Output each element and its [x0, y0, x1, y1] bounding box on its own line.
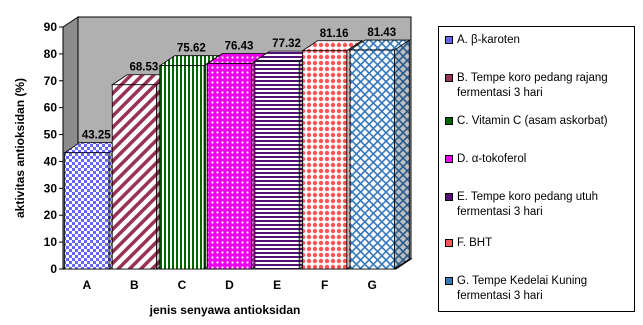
- bar-front-face: [254, 60, 300, 270]
- data-label: 43.25: [82, 130, 111, 142]
- legend-label: C. Vitamin C (asam askorbat): [457, 115, 608, 127]
- legend-label: B. Tempe koro pedang rajang fermentasi 3…: [457, 72, 608, 99]
- legend-item: F. BHT: [445, 236, 631, 251]
- data-label: 77.32: [272, 38, 301, 50]
- data-label: 75.62: [177, 43, 206, 55]
- legend-swatch: [445, 117, 453, 125]
- y-axis-title: aktivitas antioksidan (%): [13, 78, 27, 218]
- legend-item: E. Tempe koro pedang utuh fermentasi 3 h…: [445, 190, 631, 220]
- legend-swatch: [445, 239, 453, 247]
- x-tick-label: G: [368, 278, 377, 292]
- legend-label: G. Tempe Kedelai Kuning fermentasi 3 har…: [457, 275, 588, 302]
- legend-swatch: [445, 36, 453, 44]
- data-label: 68.53: [129, 62, 158, 74]
- legend-item: C. Vitamin C (asam askorbat): [445, 114, 631, 129]
- legend-item: B. Tempe koro pedang rajang fermentasi 3…: [445, 71, 631, 101]
- x-tick-label: E: [273, 278, 281, 292]
- chart-plot: 0 10 20 30 40 50 60 70 80 90 43.25 A 68.53 B 75.62 C 76…: [13, 16, 413, 317]
- legend-item: D. α-tokoferol: [445, 152, 631, 167]
- legend-label: A. β-karoten: [457, 34, 520, 46]
- data-label: 76.43: [225, 40, 254, 52]
- legend-swatch: [445, 277, 453, 285]
- y-tick-label: 0: [50, 262, 57, 276]
- y-tick-label: 60: [44, 101, 58, 115]
- legend-swatch: [445, 74, 453, 82]
- bar-G: [348, 39, 411, 270]
- x-tick-label: D: [225, 278, 234, 292]
- x-axis-title: jenis senyawa antioksidan: [149, 303, 301, 317]
- x-tick-label: F: [321, 278, 328, 292]
- y-tick-label: 30: [44, 181, 58, 195]
- bar-front-face: [64, 152, 110, 270]
- data-label: 81.43: [367, 27, 396, 39]
- y-tick-label: 50: [44, 128, 58, 142]
- y-tick-label: 70: [44, 74, 58, 88]
- x-tick-label: C: [178, 278, 187, 292]
- legend-item: A. β-karoten: [445, 33, 631, 48]
- legend-label: E. Tempe koro pedang utuh fermentasi 3 h…: [457, 191, 599, 218]
- bar-front-face: [302, 50, 348, 270]
- bar-front-face: [159, 65, 205, 270]
- legend-label: F. BHT: [457, 237, 493, 249]
- bar-front-face: [206, 63, 253, 270]
- x-tick-label: B: [130, 278, 139, 292]
- y-tick-label: 20: [44, 208, 58, 222]
- legend-label: D. α-tokoferol: [457, 153, 527, 165]
- legend-swatch: [445, 155, 453, 163]
- y-tick-label: 80: [44, 47, 58, 61]
- y-tick-label: 40: [44, 154, 58, 168]
- y-tick-label: 10: [44, 235, 58, 249]
- x-tick-label: A: [82, 278, 91, 292]
- legend: A. β-karoten B. Tempe koro pedang rajang …: [438, 26, 635, 312]
- bar-front-face: [111, 84, 157, 270]
- bar-front-face: [349, 49, 395, 270]
- legend-swatch: [445, 193, 453, 201]
- y-tick-label: 90: [44, 20, 58, 34]
- data-label: 81.16: [320, 28, 349, 40]
- legend-item: G. Tempe Kedelai Kuning fermentasi 3 har…: [445, 274, 631, 304]
